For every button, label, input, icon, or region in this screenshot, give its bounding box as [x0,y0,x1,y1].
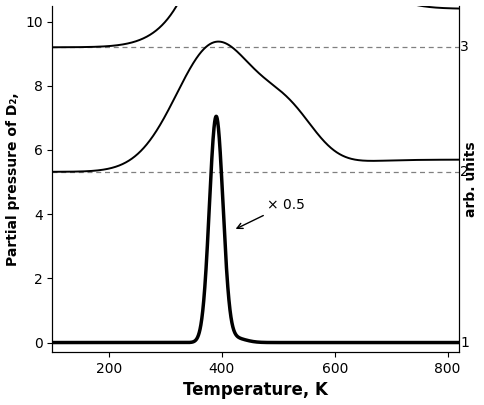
X-axis label: Temperature, K: Temperature, K [183,382,328,399]
Text: 3: 3 [460,40,469,54]
Text: 1: 1 [460,335,469,350]
Text: 2: 2 [460,165,469,179]
Y-axis label: arb. units: arb. units [465,141,479,217]
Y-axis label: Partial pressure of D₂,: Partial pressure of D₂, [5,92,19,266]
Text: × 0.5: × 0.5 [237,198,305,228]
